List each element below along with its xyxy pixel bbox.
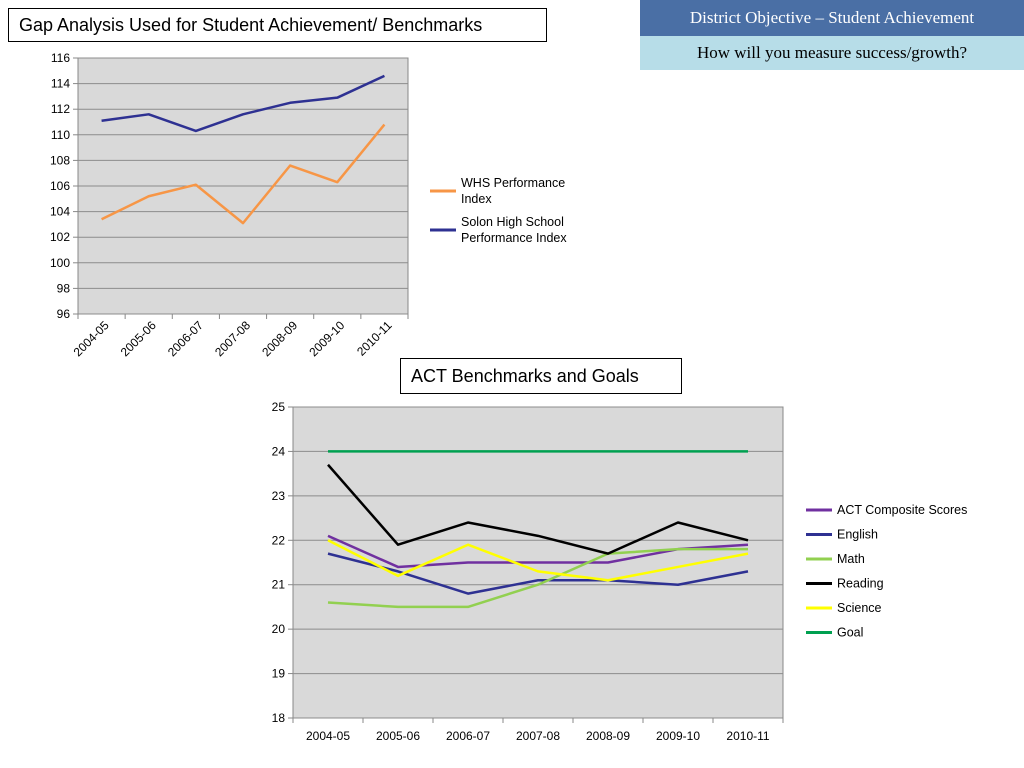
act-chart-x-tick-label: 2010-11	[726, 729, 769, 743]
act-chart-y-tick-label: 18	[272, 711, 286, 725]
gap-chart-y-tick-label: 108	[50, 153, 70, 167]
gap-chart-x-tick-label: 2010-11	[354, 318, 395, 359]
gap-chart-y-tick-label: 114	[51, 77, 70, 91]
gap-chart-legend-label: Performance Index	[461, 231, 567, 245]
gap-chart-y-tick-label: 98	[57, 281, 71, 295]
gap-chart-series-line	[101, 123, 386, 225]
gap-chart-x-tick-label: 2006-07	[165, 318, 206, 359]
act-chart-x-tick-label: 2006-07	[446, 729, 490, 743]
gap-chart-series-line	[101, 74, 385, 133]
act-chart-legend-label: ACT Composite Scores	[837, 503, 967, 517]
gap-chart-legend-label: Index	[461, 192, 492, 206]
act-chart-x-tick-label: 2005-06	[376, 729, 420, 743]
gap-chart-y-tick-label: 100	[50, 256, 70, 270]
act-chart-x-tick-label: 2008-09	[586, 729, 630, 743]
objective-question: How will you measure success/growth?	[640, 36, 1024, 70]
gap-chart-y-tick-label: 116	[51, 51, 70, 65]
act-chart-y-tick-label: 22	[272, 533, 286, 547]
act-chart-legend-label: English	[837, 528, 878, 542]
act-chart-series-line	[327, 463, 749, 555]
act-chart-legend-label: Goal	[837, 626, 863, 640]
gap-chart-y-tick-label: 102	[50, 230, 70, 244]
act-chart-y-tick-label: 20	[272, 622, 286, 636]
gap-chart-y-tick-label: 106	[50, 179, 70, 193]
gap-chart-legend-label: WHS Performance	[461, 176, 565, 190]
act-chart-x-tick-label: 2009-10	[656, 729, 700, 743]
act-chart-title: ACT Benchmarks and Goals	[400, 358, 682, 394]
act-chart-y-tick-label: 25	[272, 400, 286, 414]
gap-chart-y-tick-label: 110	[51, 128, 70, 142]
objective-header: District Objective – Student Achievement	[640, 0, 1024, 36]
act-chart-series-line	[327, 552, 749, 595]
gap-chart-x-tick-label: 2007-08	[212, 318, 253, 359]
act-chart-legend-label: Science	[837, 601, 882, 615]
act-chart-legend-label: Math	[837, 552, 865, 566]
act-chart-y-tick-label: 23	[272, 489, 286, 503]
gap-chart-x-tick-label: 2005-06	[118, 318, 159, 359]
act-chart-x-tick-label: 2007-08	[516, 729, 560, 743]
gap-chart-y-tick-label: 104	[50, 205, 70, 219]
act-chart-series-line	[327, 547, 748, 609]
gap-chart-x-tick-label: 2008-09	[259, 318, 300, 359]
gap-chart-title: Gap Analysis Used for Student Achievemen…	[8, 8, 547, 42]
act-chart-legend-label: Reading	[837, 577, 884, 591]
gap-chart-y-tick-label: 96	[57, 307, 71, 321]
act-chart-series-line	[327, 539, 749, 582]
gap-chart-legend-label: Solon High School	[461, 215, 564, 229]
act-chart-y-tick-label: 21	[272, 578, 286, 592]
act-chart-y-tick-label: 24	[272, 444, 286, 458]
act-chart-x-tick-label: 2004-05	[306, 729, 350, 743]
gap-chart-y-tick-label: 112	[51, 102, 70, 116]
gap-chart-x-tick-label: 2009-10	[306, 318, 347, 359]
act-chart-y-tick-label: 19	[272, 667, 286, 681]
gap-chart-x-tick-label: 2004-05	[71, 318, 112, 359]
